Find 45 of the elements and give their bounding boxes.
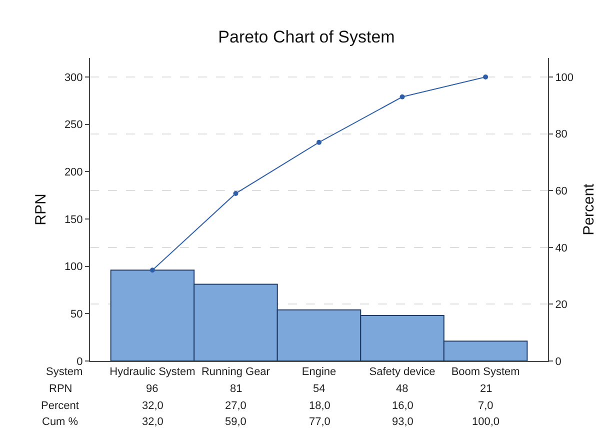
x-tick-label: Engine [302, 366, 336, 378]
data-label: 100,0 [472, 416, 500, 428]
point [150, 268, 155, 273]
data-label: 81 [230, 383, 242, 395]
x-tick-label: Safety device [369, 366, 436, 378]
y2-tick-label: 100 [555, 72, 574, 84]
text: RPN [49, 383, 72, 395]
y2-tick-label: 20 [555, 299, 568, 312]
text: Cum % [42, 416, 78, 428]
point [400, 94, 405, 100]
y2-axis-title: Percent [580, 182, 598, 236]
data-label: 48 [396, 383, 408, 395]
x-tick-label: Running Gear [201, 366, 270, 378]
chart-title: Pareto Chart of System [218, 28, 395, 47]
y-tick-label: 200 [64, 166, 83, 178]
x-axis-title: System [46, 366, 83, 378]
y-axis-title: RPN [32, 194, 50, 226]
x-tick-label: Boom System [451, 366, 520, 378]
x-tick-label: Hydraulic System [110, 366, 196, 378]
text: 18,0 [309, 400, 330, 412]
y2-tick-label: 0 [555, 356, 562, 368]
y2-tick-label: 60 [555, 185, 568, 198]
data-label: 21 [480, 383, 492, 395]
data-label: 54 [313, 383, 326, 395]
text: 32,0 [142, 400, 164, 412]
data-label: 96 [146, 383, 158, 395]
y-tick-label: 250 [64, 119, 83, 132]
data-label: 32,0 [142, 416, 164, 428]
y-tick-label: 50 [70, 308, 83, 321]
y-tick-label: 300 [64, 72, 83, 84]
point [316, 140, 322, 145]
data-label: 59,0 [225, 416, 246, 428]
text: 7,0 [478, 400, 494, 412]
data-label: 93,0 [392, 416, 414, 428]
y-tick-label: 100 [64, 261, 83, 274]
point [483, 74, 488, 80]
text: 16,0 [392, 400, 414, 412]
y-tick-label: 150 [64, 214, 83, 226]
y2-tick-label: 40 [555, 242, 568, 254]
y-tick-label: 0 [76, 356, 83, 368]
text: 27,0 [225, 400, 246, 412]
y2-tick-label: 80 [555, 128, 568, 141]
data-label: 77,0 [309, 416, 330, 428]
point [233, 190, 238, 196]
text: Percent [41, 400, 79, 412]
